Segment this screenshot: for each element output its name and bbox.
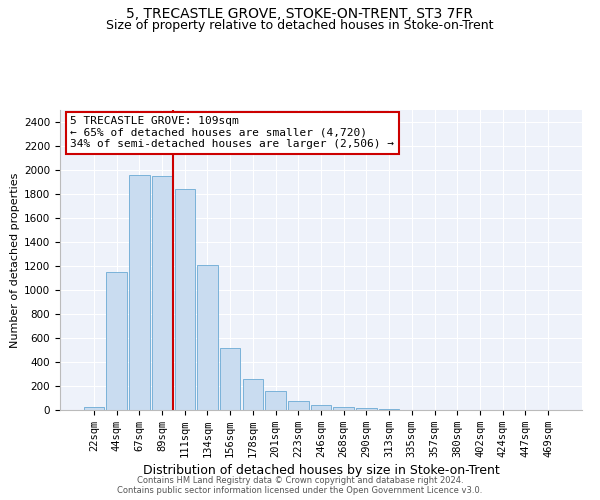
Bar [197, 265, 218, 410]
Text: Size of property relative to detached houses in Stoke-on-Trent: Size of property relative to detached ho… [106, 19, 494, 32]
Text: 5, TRECASTLE GROVE, STOKE-ON-TRENT, ST3 7FR: 5, TRECASTLE GROVE, STOKE-ON-TRENT, ST3 … [127, 8, 473, 22]
Bar [288, 401, 308, 410]
Bar [356, 408, 377, 410]
Bar [265, 392, 286, 410]
Bar [106, 272, 127, 410]
Bar [152, 176, 172, 410]
X-axis label: Distribution of detached houses by size in Stoke-on-Trent: Distribution of detached houses by size … [143, 464, 499, 477]
Text: 5 TRECASTLE GROVE: 109sqm
← 65% of detached houses are smaller (4,720)
34% of se: 5 TRECASTLE GROVE: 109sqm ← 65% of detac… [70, 116, 394, 149]
Text: Contains HM Land Registry data © Crown copyright and database right 2024.
Contai: Contains HM Land Registry data © Crown c… [118, 476, 482, 495]
Bar [242, 379, 263, 410]
Bar [311, 405, 331, 410]
Y-axis label: Number of detached properties: Number of detached properties [10, 172, 20, 348]
Bar [379, 409, 400, 410]
Bar [220, 348, 241, 410]
Bar [334, 406, 354, 410]
Bar [175, 189, 195, 410]
Bar [129, 175, 149, 410]
Bar [84, 408, 104, 410]
